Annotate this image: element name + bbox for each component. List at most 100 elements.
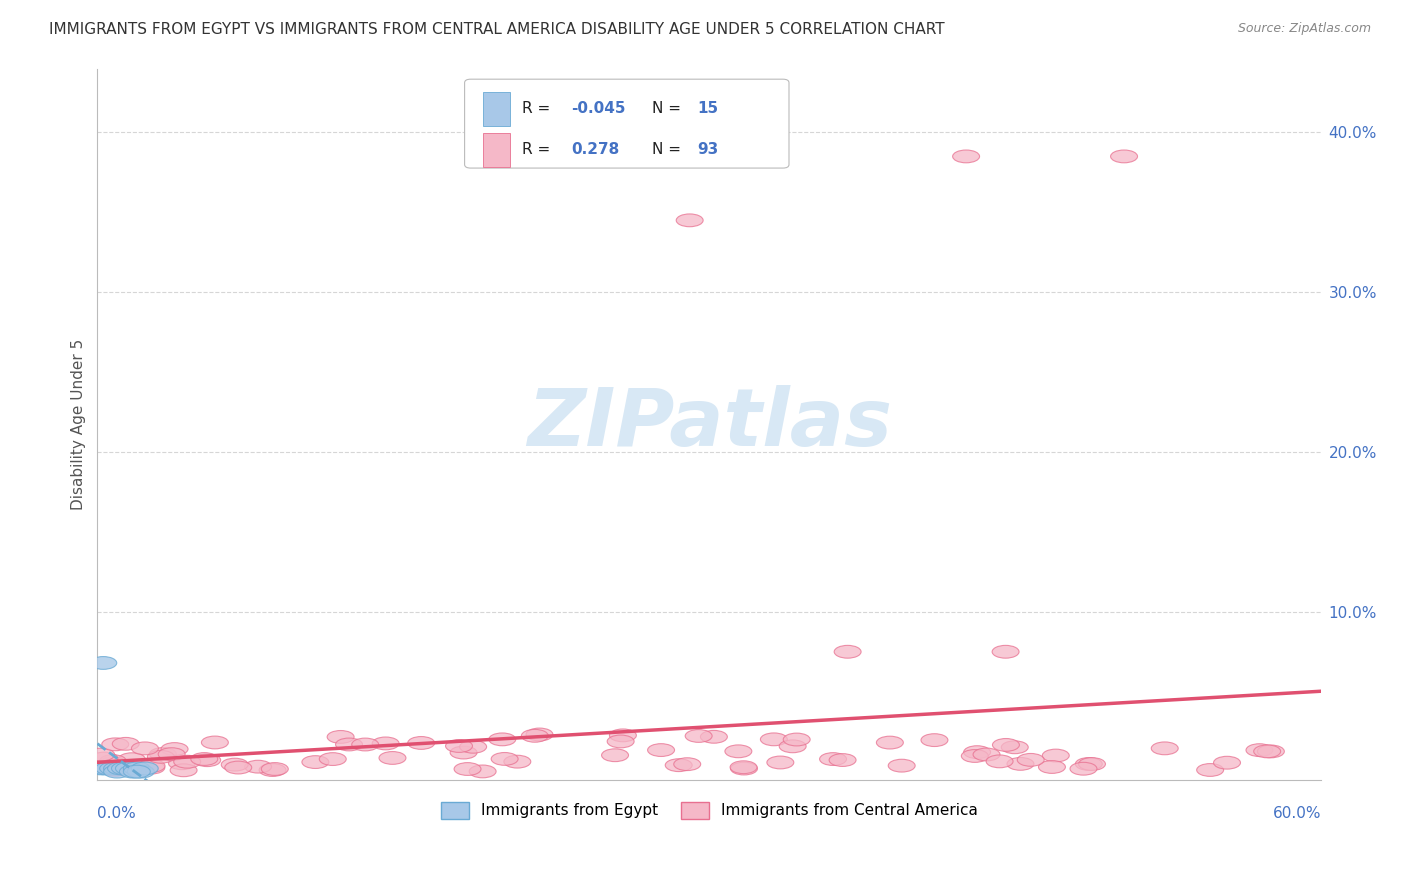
Ellipse shape — [101, 738, 129, 751]
Ellipse shape — [124, 765, 150, 778]
Ellipse shape — [221, 758, 249, 771]
Ellipse shape — [783, 733, 810, 746]
Text: R =: R = — [522, 102, 555, 117]
Ellipse shape — [676, 214, 703, 227]
Ellipse shape — [1070, 763, 1097, 775]
Ellipse shape — [1018, 754, 1045, 766]
Ellipse shape — [731, 762, 758, 775]
Ellipse shape — [725, 745, 752, 757]
Ellipse shape — [526, 728, 553, 741]
Ellipse shape — [673, 758, 700, 771]
Ellipse shape — [491, 753, 519, 765]
Ellipse shape — [149, 747, 176, 760]
Text: IMMIGRANTS FROM EGYPT VS IMMIGRANTS FROM CENTRAL AMERICA DISABILITY AGE UNDER 5 : IMMIGRANTS FROM EGYPT VS IMMIGRANTS FROM… — [49, 22, 945, 37]
Ellipse shape — [470, 765, 496, 778]
Ellipse shape — [1152, 742, 1178, 755]
Text: -0.045: -0.045 — [571, 102, 626, 117]
Ellipse shape — [91, 762, 118, 775]
Ellipse shape — [96, 762, 122, 775]
Ellipse shape — [779, 739, 806, 753]
Text: 60.0%: 60.0% — [1272, 806, 1322, 822]
Ellipse shape — [319, 753, 346, 765]
Ellipse shape — [118, 753, 145, 765]
FancyBboxPatch shape — [482, 92, 510, 126]
Ellipse shape — [159, 747, 186, 761]
Ellipse shape — [460, 740, 486, 753]
Ellipse shape — [1042, 749, 1069, 762]
Ellipse shape — [1039, 761, 1066, 773]
Ellipse shape — [169, 756, 195, 770]
Ellipse shape — [104, 762, 131, 775]
Ellipse shape — [953, 150, 980, 163]
Ellipse shape — [986, 755, 1014, 768]
Y-axis label: Disability Age Under 5: Disability Age Under 5 — [72, 338, 86, 509]
Ellipse shape — [124, 762, 150, 775]
Ellipse shape — [100, 755, 127, 767]
Ellipse shape — [91, 752, 118, 765]
Ellipse shape — [120, 765, 146, 778]
Text: N =: N = — [652, 143, 686, 157]
Ellipse shape — [730, 761, 756, 773]
Ellipse shape — [602, 748, 628, 762]
Ellipse shape — [174, 756, 201, 768]
Legend: Immigrants from Egypt, Immigrants from Central America: Immigrants from Egypt, Immigrants from C… — [434, 796, 984, 825]
Ellipse shape — [148, 750, 174, 764]
Ellipse shape — [993, 739, 1019, 751]
Text: R =: R = — [522, 143, 555, 157]
Ellipse shape — [131, 742, 159, 755]
Ellipse shape — [100, 762, 127, 775]
Ellipse shape — [1254, 745, 1281, 758]
Text: ZIPatlas: ZIPatlas — [527, 385, 891, 463]
Ellipse shape — [876, 736, 903, 749]
Ellipse shape — [245, 760, 271, 773]
Ellipse shape — [162, 743, 188, 756]
Ellipse shape — [112, 738, 139, 750]
Ellipse shape — [87, 762, 115, 775]
Ellipse shape — [104, 765, 131, 778]
Ellipse shape — [963, 746, 991, 758]
Ellipse shape — [522, 730, 548, 742]
Ellipse shape — [101, 764, 128, 776]
Ellipse shape — [1007, 757, 1033, 771]
Ellipse shape — [1197, 764, 1223, 776]
Ellipse shape — [450, 746, 477, 759]
Text: N =: N = — [652, 102, 686, 117]
Ellipse shape — [820, 753, 846, 765]
Ellipse shape — [408, 737, 434, 749]
FancyBboxPatch shape — [464, 79, 789, 168]
Ellipse shape — [373, 737, 399, 750]
Ellipse shape — [921, 734, 948, 747]
Text: 93: 93 — [697, 143, 718, 157]
Ellipse shape — [170, 764, 197, 777]
Ellipse shape — [766, 756, 794, 769]
Ellipse shape — [352, 738, 378, 751]
Ellipse shape — [454, 763, 481, 775]
Ellipse shape — [1257, 745, 1284, 758]
Ellipse shape — [225, 761, 252, 774]
Ellipse shape — [328, 731, 354, 743]
Ellipse shape — [259, 764, 285, 776]
Text: 15: 15 — [697, 102, 718, 117]
Ellipse shape — [262, 763, 288, 775]
Ellipse shape — [131, 762, 159, 775]
Ellipse shape — [380, 752, 406, 764]
Ellipse shape — [761, 733, 787, 746]
Ellipse shape — [962, 749, 988, 763]
Ellipse shape — [336, 738, 363, 751]
Ellipse shape — [115, 762, 142, 775]
Ellipse shape — [1213, 756, 1240, 769]
Ellipse shape — [138, 759, 165, 772]
Ellipse shape — [201, 736, 228, 749]
Ellipse shape — [503, 756, 531, 768]
Ellipse shape — [108, 762, 135, 775]
Ellipse shape — [138, 761, 165, 774]
Ellipse shape — [609, 729, 637, 742]
Ellipse shape — [191, 753, 218, 765]
Ellipse shape — [90, 657, 117, 669]
Ellipse shape — [1001, 741, 1028, 754]
Ellipse shape — [834, 646, 860, 658]
Text: 0.278: 0.278 — [571, 143, 620, 157]
Ellipse shape — [302, 756, 329, 769]
Ellipse shape — [100, 756, 127, 770]
Ellipse shape — [607, 735, 634, 747]
